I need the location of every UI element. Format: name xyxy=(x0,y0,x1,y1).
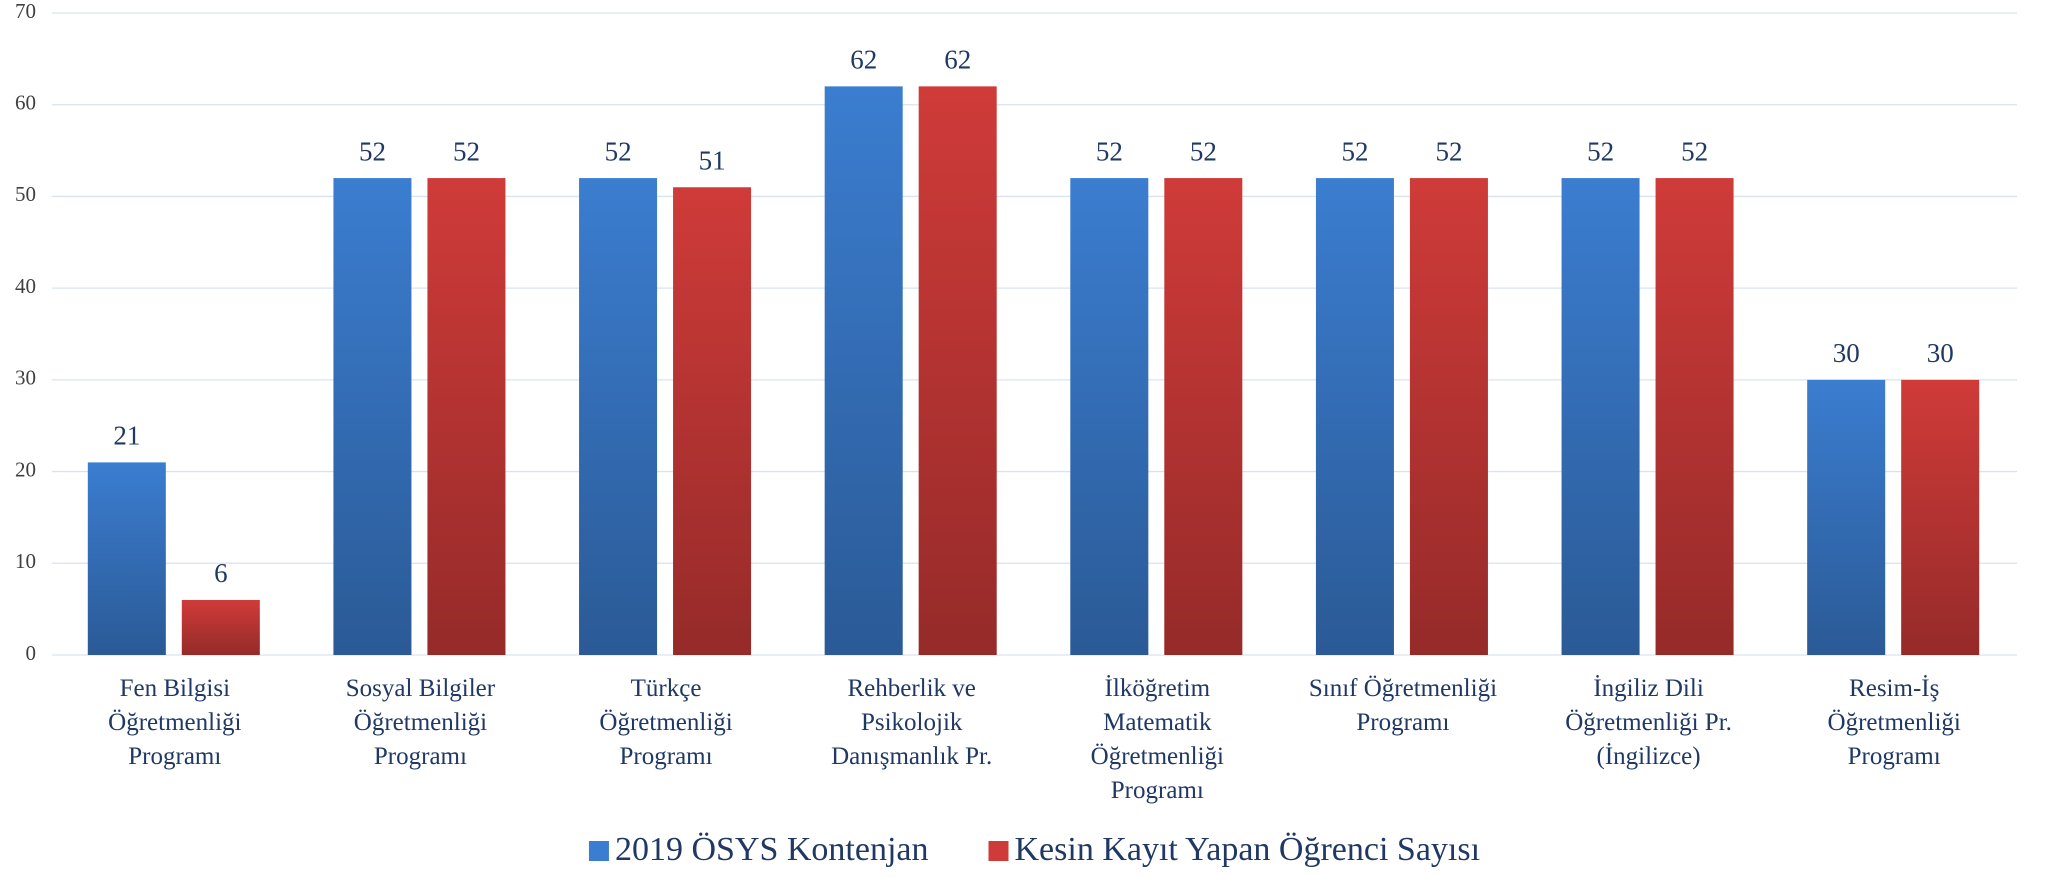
bar-shade xyxy=(181,599,260,655)
data-label: 52 xyxy=(1435,136,1462,166)
bar-shade xyxy=(824,86,903,655)
bar-shade xyxy=(918,86,997,655)
data-label: 52 xyxy=(605,136,632,166)
y-tick-label: 60 xyxy=(15,91,36,115)
bar-shade xyxy=(1901,379,1980,655)
y-tick-label: 10 xyxy=(15,549,36,573)
x-tick-label: Sosyal Bilgiler Öğretmenliği Programı xyxy=(346,675,496,770)
bar-shade xyxy=(1070,178,1149,656)
data-label: 6 xyxy=(214,558,228,588)
legend-label: Kesin Kayıt Yapan Öğrenci Sayısı xyxy=(1015,831,1481,868)
bar-shade xyxy=(1315,178,1394,656)
data-label: 62 xyxy=(850,45,877,75)
bar-shade xyxy=(579,178,658,656)
y-tick-label: 50 xyxy=(15,182,36,206)
bar-shade xyxy=(427,178,506,656)
bar-shade xyxy=(333,178,412,656)
bar-shade xyxy=(673,187,752,655)
x-tick-label: Türkçe Öğretmenliği Programı xyxy=(599,675,732,770)
data-label: 30 xyxy=(1927,338,1954,368)
y-tick-label: 40 xyxy=(15,274,36,298)
data-label: 21 xyxy=(113,421,140,451)
data-label: 52 xyxy=(1587,136,1614,166)
data-label: 62 xyxy=(944,45,971,75)
bar-shade xyxy=(87,462,166,655)
data-label: 52 xyxy=(1190,136,1217,166)
bar-shade xyxy=(1807,379,1886,655)
bar-shade xyxy=(1164,178,1243,656)
x-tick-label: Rehberlik ve Psikolojik Danışmanlık Pr. xyxy=(831,675,992,770)
x-tick-label: Resim-İş Öğretmenliği Programı xyxy=(1828,675,1961,770)
bar-shade xyxy=(1561,178,1640,656)
data-label: 52 xyxy=(1096,136,1123,166)
bar-shade xyxy=(1655,178,1734,656)
data-label: 52 xyxy=(1341,136,1368,166)
legend-label: 2019 ÖSYS Kontenjan xyxy=(615,831,929,868)
data-label: 52 xyxy=(1681,136,1708,166)
bar-shade xyxy=(1409,178,1488,656)
data-label: 52 xyxy=(359,136,386,166)
y-tick-label: 70 xyxy=(15,0,36,23)
x-tick-label: İlköğretim Matematik Öğretmenliği Programı xyxy=(1091,675,1224,804)
data-label: 30 xyxy=(1833,338,1860,368)
legend-swatch xyxy=(588,841,609,861)
y-tick-label: 30 xyxy=(15,366,36,390)
x-tick-label: İngiliz Dili Öğretmenliği Pr. (İngilizce) xyxy=(1565,675,1732,770)
y-tick-label: 0 xyxy=(26,641,37,665)
x-tick-label: Fen Bilgisi Öğretmenliği Programı xyxy=(108,675,241,770)
data-label: 52 xyxy=(453,136,480,166)
x-tick-label: Sınıf Öğretmenliği Programı xyxy=(1309,675,1497,736)
y-tick-label: 20 xyxy=(15,457,36,481)
data-label: 51 xyxy=(699,145,726,175)
legend-swatch xyxy=(988,841,1009,861)
